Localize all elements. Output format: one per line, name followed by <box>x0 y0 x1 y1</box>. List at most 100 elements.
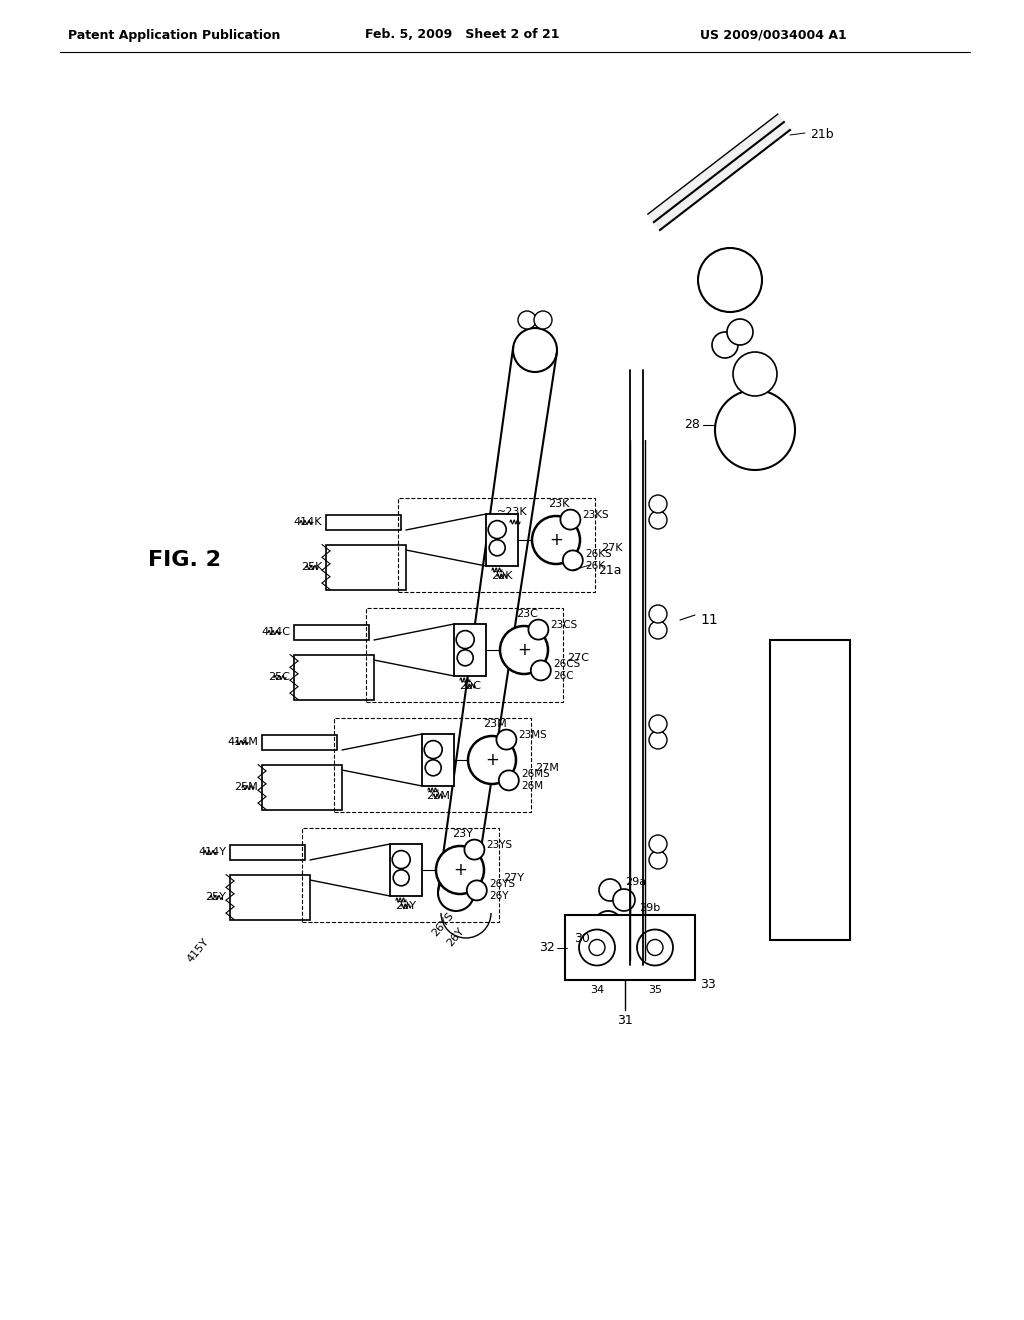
Circle shape <box>712 333 738 358</box>
Text: 23MS: 23MS <box>518 730 547 739</box>
Text: 22M: 22M <box>426 791 450 801</box>
Text: 26Y: 26Y <box>488 891 508 902</box>
Circle shape <box>727 319 753 345</box>
Bar <box>565 915 695 979</box>
Text: 21b: 21b <box>810 128 834 141</box>
Circle shape <box>579 929 615 965</box>
Text: 415Y: 415Y <box>185 936 211 964</box>
Text: 34: 34 <box>590 985 604 995</box>
Circle shape <box>589 940 605 956</box>
Text: 414M: 414M <box>227 737 258 747</box>
Text: 23K: 23K <box>548 499 569 510</box>
Bar <box>390 843 422 896</box>
Circle shape <box>530 660 551 680</box>
Text: US 2009/0034004 A1: US 2009/0034004 A1 <box>700 29 847 41</box>
Text: 25K: 25K <box>301 562 322 572</box>
Text: +: + <box>549 531 563 549</box>
Text: 23YS: 23YS <box>486 840 513 850</box>
Text: 32: 32 <box>540 941 555 954</box>
Bar <box>262 734 337 750</box>
Circle shape <box>649 851 667 869</box>
Circle shape <box>613 888 635 911</box>
Bar <box>770 640 850 940</box>
Circle shape <box>489 540 505 556</box>
Circle shape <box>468 737 516 784</box>
Text: 27M: 27M <box>535 763 559 774</box>
Circle shape <box>497 730 516 750</box>
Text: 27K: 27K <box>601 543 623 553</box>
Circle shape <box>649 836 667 853</box>
Text: 23Y: 23Y <box>453 829 473 840</box>
Circle shape <box>599 879 621 902</box>
Text: +: + <box>453 861 467 879</box>
Text: 26KS: 26KS <box>585 549 611 560</box>
Text: Feb. 5, 2009   Sheet 2 of 21: Feb. 5, 2009 Sheet 2 of 21 <box>365 29 559 41</box>
Circle shape <box>392 850 411 869</box>
Bar <box>422 734 454 785</box>
Text: 29a: 29a <box>625 876 646 887</box>
Text: 26C: 26C <box>553 672 573 681</box>
Circle shape <box>637 929 673 965</box>
Circle shape <box>647 940 663 956</box>
Text: 35: 35 <box>648 985 662 995</box>
Text: +: + <box>517 642 530 659</box>
Text: 22K: 22K <box>492 572 513 581</box>
Circle shape <box>649 495 667 513</box>
Circle shape <box>532 516 580 564</box>
Bar <box>326 544 406 590</box>
Circle shape <box>467 880 486 900</box>
Text: 23KS: 23KS <box>583 510 609 520</box>
Circle shape <box>438 875 474 911</box>
Circle shape <box>465 840 484 859</box>
Circle shape <box>594 911 622 939</box>
Text: 27C: 27C <box>567 653 589 663</box>
Circle shape <box>698 248 762 312</box>
Text: 28: 28 <box>684 418 700 432</box>
Text: FIG. 2: FIG. 2 <box>148 550 221 570</box>
Text: 27Y: 27Y <box>503 873 524 883</box>
Circle shape <box>518 312 536 329</box>
Text: 22Y: 22Y <box>395 902 417 911</box>
Text: 26CS: 26CS <box>553 660 580 669</box>
Circle shape <box>457 631 474 648</box>
Text: 23CS: 23CS <box>551 619 578 630</box>
Circle shape <box>563 550 583 570</box>
Bar <box>326 515 401 529</box>
Text: 11: 11 <box>700 612 718 627</box>
Text: 25Y: 25Y <box>205 892 226 902</box>
Circle shape <box>513 327 557 372</box>
Text: 26YS: 26YS <box>430 909 456 939</box>
Circle shape <box>649 715 667 733</box>
Text: 26M: 26M <box>521 781 543 792</box>
Circle shape <box>528 619 549 640</box>
Bar <box>230 874 310 920</box>
Circle shape <box>560 510 581 529</box>
Text: ~23K: ~23K <box>497 507 527 517</box>
Bar <box>262 764 342 809</box>
Circle shape <box>715 389 795 470</box>
Text: 26K: 26K <box>585 561 605 572</box>
Text: 26MS: 26MS <box>521 770 550 779</box>
Circle shape <box>457 649 473 665</box>
Bar <box>302 828 499 921</box>
Text: Patent Application Publication: Patent Application Publication <box>68 29 281 41</box>
Text: 33: 33 <box>700 978 716 991</box>
Bar <box>454 624 486 676</box>
Text: 26Y: 26Y <box>445 925 466 948</box>
Text: 414Y: 414Y <box>198 847 226 857</box>
Bar <box>294 624 369 639</box>
Circle shape <box>534 312 552 329</box>
Circle shape <box>649 731 667 748</box>
Text: 31: 31 <box>617 1014 633 1027</box>
Text: 414C: 414C <box>261 627 290 638</box>
Circle shape <box>649 605 667 623</box>
Bar <box>230 845 305 859</box>
Text: +: + <box>485 751 499 770</box>
Text: 30: 30 <box>574 932 590 945</box>
Circle shape <box>424 741 442 759</box>
Circle shape <box>649 511 667 529</box>
Text: 21a: 21a <box>598 564 622 577</box>
Circle shape <box>488 520 506 539</box>
Circle shape <box>733 352 777 396</box>
Text: 414K: 414K <box>294 517 322 527</box>
